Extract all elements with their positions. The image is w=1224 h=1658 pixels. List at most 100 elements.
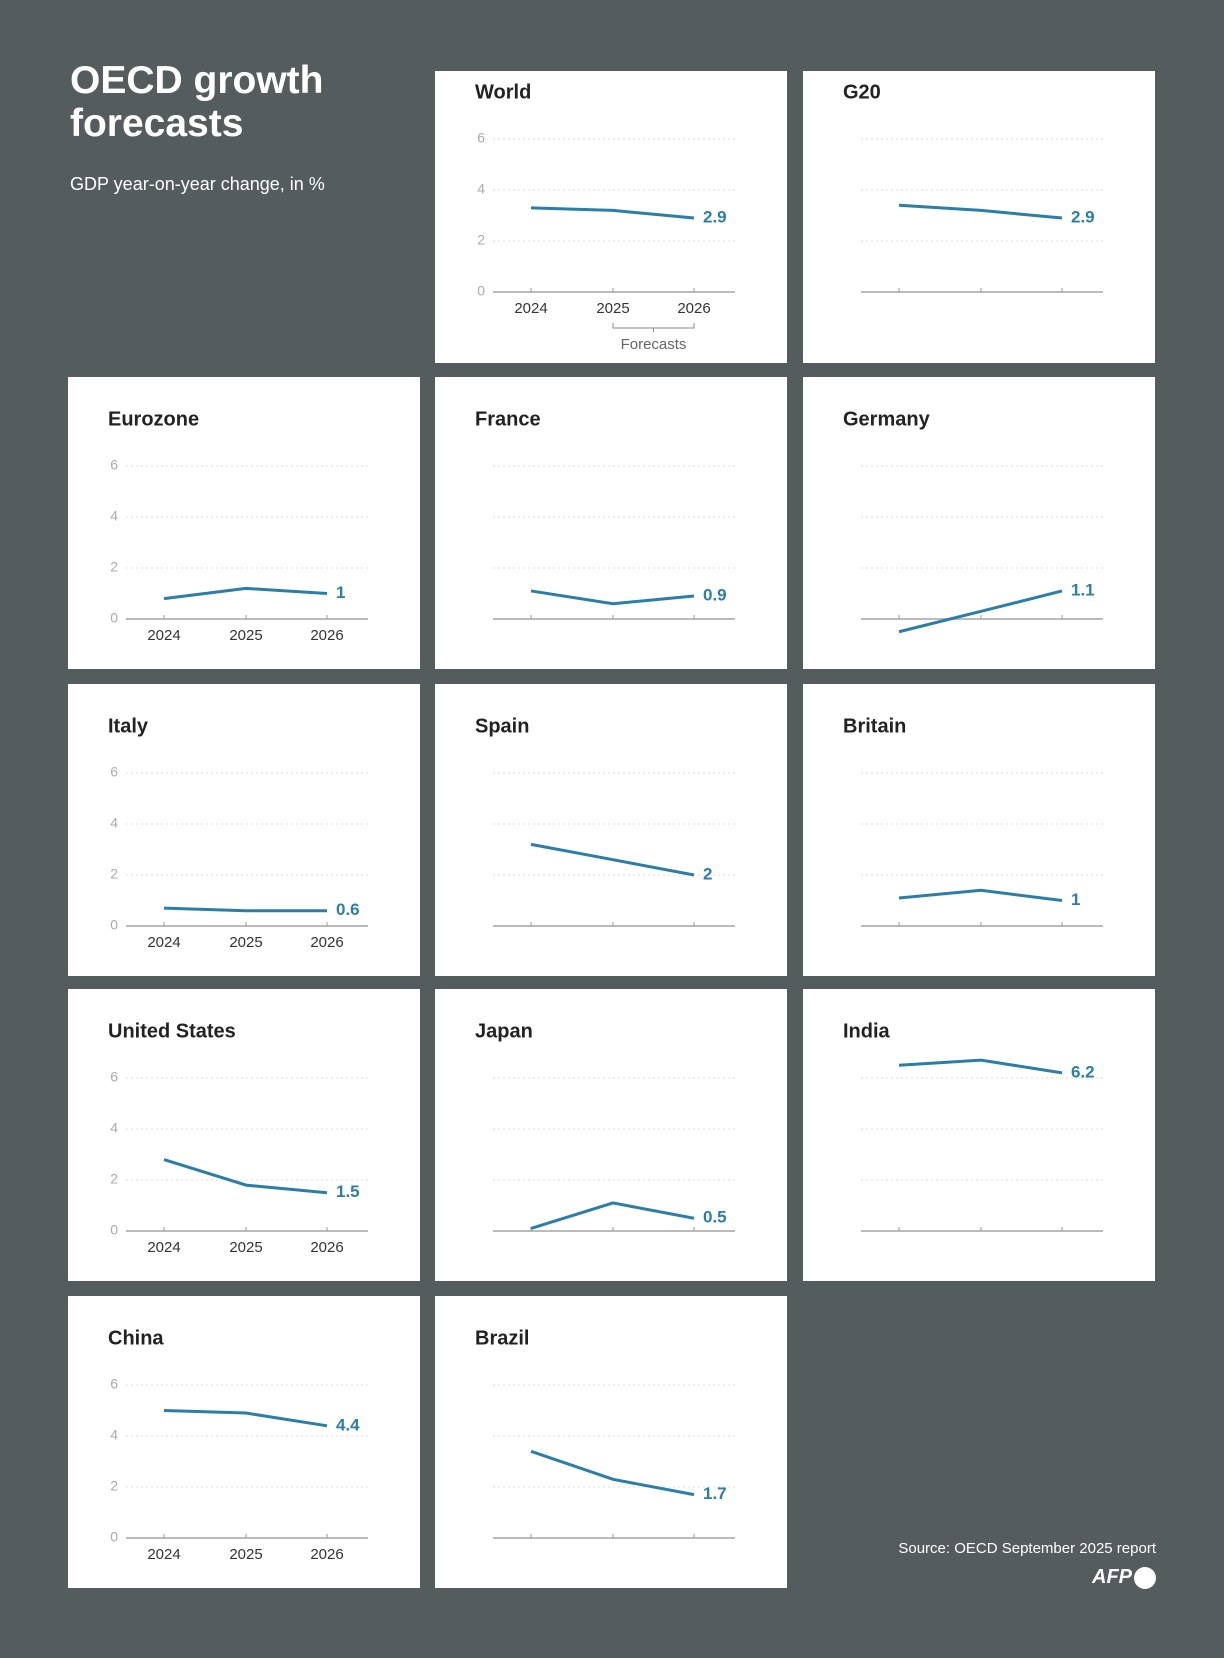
line [898,203,1063,220]
panel-title: Italy [108,715,149,737]
panel: Britain 1 [803,684,1155,976]
panel-background [68,1296,420,1588]
panel-title: India [843,1020,891,1042]
panel-background [435,377,787,669]
value-label: 2.9 [1071,208,1095,227]
value-label: 1 [336,583,345,602]
x-tick-label: 2025 [229,1239,262,1256]
panel-background [68,989,420,1281]
panel-title: Britain [843,715,906,737]
value-label: 2.9 [703,208,727,227]
y-tick-label: 2 [110,1478,118,1494]
panel-title: China [108,1327,164,1349]
line [530,1201,695,1230]
y-tick-label: 4 [110,508,118,524]
value-label: 0.9 [703,586,727,605]
y-tick-label: 2 [477,232,485,248]
line [530,206,695,220]
annotation: Forecasts [621,336,687,353]
x-tick-label: 2025 [229,627,262,644]
value-label: 1 [1071,890,1080,909]
y-tick-label: 0 [110,1222,118,1238]
x-tick-label: 2025 [596,300,629,317]
panel-title: Brazil [475,1327,529,1349]
page-title: OECD growth forecasts [70,59,324,145]
y-tick-label: 4 [110,815,118,831]
panel-title: Japan [475,1020,533,1042]
panel-title: Eurozone [108,408,199,430]
panel-title: Spain [475,715,529,737]
x-tick-label: 2025 [229,1546,262,1563]
panel: World 0 2 4 6 2024 2025 2026 2.9 Forecasts [435,71,787,363]
forecast-bracket [612,323,695,332]
value-label: 4.4 [336,1415,360,1434]
line [530,1449,695,1497]
value-label: 1.1 [1071,580,1095,599]
line [163,906,327,913]
y-tick-label: 4 [110,1427,118,1443]
panel: Brazil 1.7 [435,1296,787,1588]
y-tick-label: 0 [110,610,118,626]
y-tick-label: 2 [110,559,118,575]
line [898,888,1063,902]
y-tick-label: 2 [110,866,118,882]
y-tick-label: 0 [110,1529,118,1545]
panel-background [435,71,787,363]
panel-background [803,989,1155,1281]
panel-title: G20 [843,81,881,103]
logo: AFP [1092,1566,1156,1589]
panel-background [68,684,420,976]
value-label: 6.2 [1071,1062,1095,1081]
page-subtitle: GDP year-on-year change, in % [70,174,325,194]
x-tick-label: 2024 [147,627,180,644]
y-tick-label: 6 [110,764,118,780]
value-label: 2 [703,864,712,883]
line [163,1409,328,1428]
panel: Japan 0.5 [435,989,787,1281]
y-tick-label: 6 [477,130,485,146]
panel-background [435,1296,787,1588]
panel: Italy 0 2 4 6 2024 2025 2026 0.6 [68,684,420,976]
value-label: 0.6 [336,900,360,919]
y-tick-label: 0 [477,283,485,299]
x-tick-label: 2026 [310,934,343,951]
panel-title: France [475,408,541,430]
x-tick-label: 2024 [147,1546,180,1563]
panel-background [435,989,787,1281]
value-label: 1.5 [336,1182,360,1201]
line [898,1058,1063,1075]
panel: Eurozone 0 2 4 6 2024 2025 2026 1 [68,377,420,669]
logo-dot [1134,1566,1156,1589]
x-tick-label: 2024 [147,1239,180,1256]
panel: Spain 2 [435,684,787,976]
panel-background [803,684,1155,976]
line [530,842,695,877]
x-tick-label: 2024 [514,300,547,317]
x-tick-label: 2026 [310,627,343,644]
source-note: Source: OECD September 2025 report [898,1540,1156,1557]
line [163,1158,328,1195]
line [530,589,695,606]
x-tick-label: 2024 [147,934,180,951]
panel-background [803,71,1155,363]
y-tick-label: 6 [110,1069,118,1085]
value-label: 1.7 [703,1484,727,1503]
panel-background [803,377,1155,669]
panel-title: United States [108,1020,236,1042]
y-tick-label: 2 [110,1171,118,1187]
y-tick-label: 6 [110,1376,118,1392]
panel: France 0.9 [435,377,787,669]
panel: China 0 2 4 6 2024 2025 2026 4.4 [68,1296,420,1588]
y-tick-label: 4 [477,181,485,197]
panel: G20 2.9 [803,71,1155,363]
y-tick-label: 6 [110,457,118,473]
y-tick-label: 0 [110,917,118,933]
panel-background [68,377,420,669]
x-tick-label: 2026 [310,1239,343,1256]
panel-background [435,684,787,976]
panel: Germany 1.1 [803,377,1155,669]
panel-title: World [475,81,531,103]
y-tick-label: 4 [110,1120,118,1136]
line [898,589,1063,634]
